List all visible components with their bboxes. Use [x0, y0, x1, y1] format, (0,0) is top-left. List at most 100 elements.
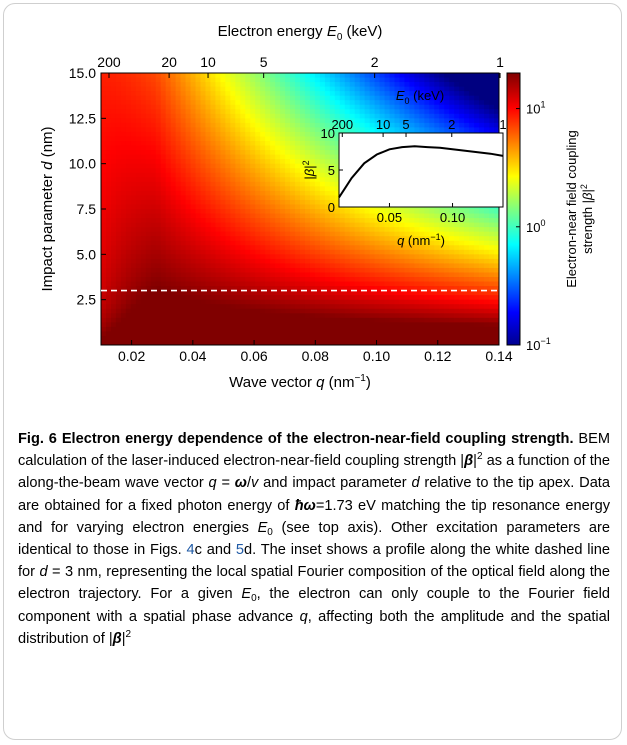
heatmap-cell — [220, 240, 226, 246]
heatmap-cell — [334, 281, 341, 287]
heatmap-cell — [494, 272, 499, 278]
heatmap-cell — [270, 82, 276, 88]
heatmap-cell — [135, 222, 142, 228]
heatmap-cell — [290, 127, 296, 133]
heatmap-cell — [300, 141, 306, 147]
heatmap-cell — [389, 82, 396, 88]
heatmap-cell — [374, 82, 381, 88]
heatmap-cell — [125, 313, 132, 319]
heatmap-cell — [190, 204, 197, 210]
heatmap-cell — [250, 272, 256, 278]
heatmap-cell — [150, 249, 157, 255]
heatmap-cell — [230, 77, 236, 83]
heatmap-cell — [399, 340, 406, 345]
heatmap-cell — [285, 331, 291, 337]
heatmap-cell — [449, 122, 455, 128]
heatmap-cell — [409, 272, 416, 278]
heatmap-cell — [429, 86, 435, 92]
heatmap-cell — [280, 131, 286, 138]
heatmap-cell — [399, 86, 406, 92]
heatmap-cell — [155, 213, 162, 219]
heatmap-cell — [285, 141, 291, 147]
heatmap-cell — [285, 267, 291, 274]
heatmap-cell — [409, 267, 416, 274]
heatmap-cell — [349, 95, 356, 101]
heatmap-cell — [489, 236, 495, 242]
heatmap-cell — [205, 258, 212, 264]
heatmap-cell — [429, 267, 435, 274]
heatmap-cell — [150, 222, 157, 228]
heatmap-cell — [459, 95, 465, 101]
heatmap-cell — [230, 118, 236, 124]
heatmap-cell — [260, 159, 266, 165]
heatmap-cell — [130, 195, 137, 201]
heatmap-cell — [220, 281, 226, 287]
heatmap-cell — [185, 240, 192, 246]
heatmap-cell — [454, 290, 460, 296]
heatmap-cell — [439, 267, 445, 274]
heatmap-cell — [419, 231, 425, 237]
heatmap-cell — [459, 263, 465, 269]
heatmap-cell — [464, 299, 470, 305]
heatmap-cell — [165, 150, 172, 156]
heatmap-cell — [140, 131, 147, 138]
heatmap-cell — [175, 263, 182, 269]
heatmap-cell — [349, 127, 356, 133]
heatmap-cell — [170, 172, 177, 178]
heatmap-cell — [210, 91, 217, 97]
heatmap-cell — [280, 73, 286, 79]
heatmap-cell — [429, 326, 435, 332]
heatmap-cell — [394, 249, 401, 255]
heatmap-cell — [275, 150, 281, 156]
heatmap-cell — [270, 209, 276, 215]
heatmap-cell — [265, 267, 271, 274]
heatmap-cell — [275, 113, 281, 119]
heatmap-cell — [250, 163, 256, 169]
heatmap-cell — [105, 222, 112, 228]
heatmap-cell — [295, 313, 301, 319]
heatmap-cell — [309, 131, 316, 138]
heatmap-cell — [230, 145, 236, 151]
heatmap-cell — [235, 295, 241, 301]
heatmap-cell — [280, 154, 286, 160]
heatmap-cell — [140, 240, 147, 246]
heatmap-cell — [175, 131, 182, 138]
heatmap-cell — [190, 154, 197, 160]
heatmap-cell — [180, 218, 187, 224]
heatmap-cell — [220, 113, 226, 119]
heatmap-cell — [449, 277, 455, 283]
heatmap-cell — [155, 263, 162, 269]
heatmap-cell — [275, 199, 281, 206]
heatmap-cell — [349, 295, 356, 301]
heatmap-cell — [165, 109, 172, 115]
heatmap-cell — [240, 222, 246, 228]
heatmap-cell — [150, 308, 157, 314]
figure-ref-4-link[interactable]: 4 — [186, 542, 195, 559]
heatmap-cell — [369, 290, 376, 296]
heatmap-cell — [389, 249, 396, 255]
heatmap-cell — [384, 73, 391, 79]
heatmap-cell — [215, 190, 221, 196]
heatmap-cell — [354, 218, 361, 224]
heatmap-cell — [155, 240, 162, 246]
heatmap-cell — [110, 218, 117, 224]
heatmap-cell — [399, 304, 406, 310]
heatmap-cell — [215, 249, 221, 255]
heatmap-cell — [175, 290, 182, 296]
heatmap-cell — [195, 299, 202, 305]
heatmap-cell — [210, 222, 217, 228]
heatmap-cell — [210, 141, 217, 147]
heatmap-cell — [255, 236, 261, 242]
figure-ref-5-link[interactable]: 5 — [235, 542, 245, 559]
heatmap-cell — [404, 95, 411, 101]
heatmap-cell — [319, 91, 326, 97]
heatmap-cell — [434, 331, 440, 337]
heatmap-cell — [374, 227, 381, 233]
heatmap-cell — [235, 150, 241, 156]
heatmap-cell — [220, 159, 226, 165]
heatmap-cell — [150, 267, 157, 274]
heatmap-cell — [324, 95, 331, 101]
heatmap-cell — [160, 326, 167, 332]
heatmap-cell — [255, 195, 261, 201]
heatmap-cell — [240, 195, 246, 201]
